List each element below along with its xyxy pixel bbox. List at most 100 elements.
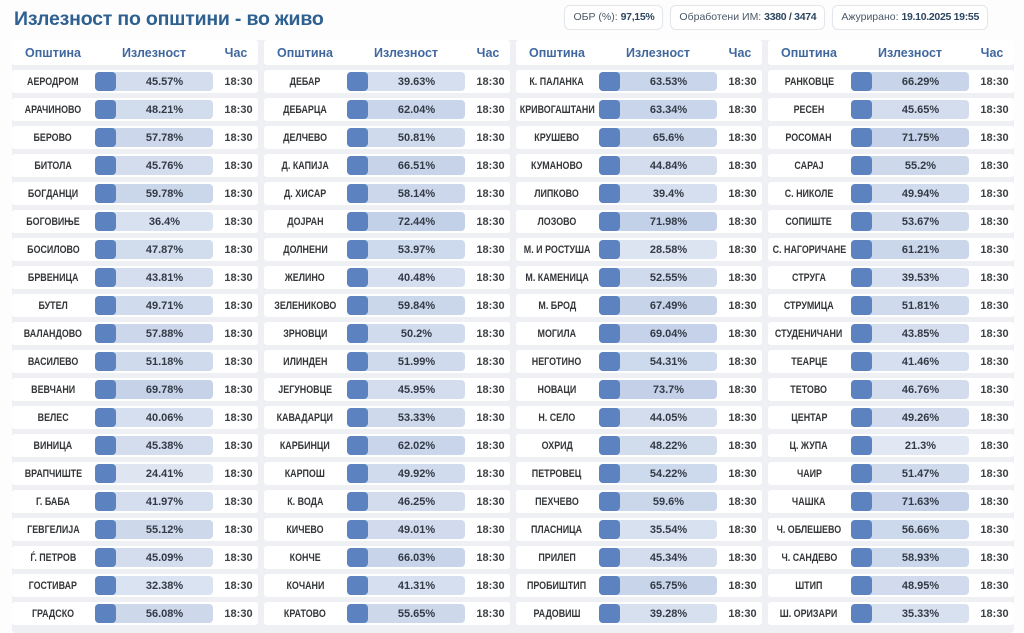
turnout-bar-cell: 58.14% [346,184,466,203]
municipality-name: Ч. САНДЕВО [781,551,837,564]
turnout-value: 28.58% [649,243,688,256]
turnout-bar-cap [851,128,872,147]
report-time: 18:30 [980,299,1009,312]
report-time: 18:30 [224,411,253,424]
turnout-value: 21.3% [904,439,937,452]
report-time: 18:30 [980,215,1009,228]
table-row: М. И РОСТУША 28.58% 18:30 [516,238,762,261]
turnout-bar-cell: 58.93% [850,548,970,567]
report-time: 18:30 [476,159,505,172]
turnout-bar-cap [851,100,872,119]
turnout-value: 61.21% [901,243,940,256]
turnout-bar-cell: 43.81% [94,268,214,287]
turnout-value: 48.95% [901,579,940,592]
municipality-name: БОГОВИЊЕ [26,215,80,228]
turnout-bar-cell: 24.41% [94,464,214,483]
turnout-value: 54.22% [649,467,688,480]
municipality-name: КАРПОШ [284,467,326,480]
table-row: АРАЧИНОВО 48.21% 18:30 [12,98,258,121]
table-row: РЕСЕН 45.65% 18:30 [768,98,1014,121]
table-row: ПРИЛЕП 45.34% 18:30 [516,546,762,569]
municipality-name: ПЕТРОВЕЦ [532,467,582,480]
report-time: 18:30 [224,131,253,144]
turnout-bar-cap [599,128,620,147]
municipality-name: БОСИЛОВО [26,243,80,256]
turnout-bar-cap [347,268,368,287]
municipality-name: ДЕЛЧЕВО [283,131,327,144]
report-time: 18:30 [728,159,757,172]
turnout-bar-cell: 67.49% [598,296,718,315]
table-row: ШТИП 48.95% 18:30 [768,574,1014,597]
turnout-value: 39.53% [901,271,940,284]
turnout-value: 45.34% [649,551,688,564]
turnout-value: 41.46% [901,355,940,368]
turnout-bar-cap [95,72,116,91]
header-municipality: Општина [529,45,585,60]
turnout-bar-cap [95,324,116,343]
municipality-name: М. КАМЕНИЦА [525,271,589,284]
table-row: НОВАЦИ 73.7% 18:30 [516,378,762,401]
turnout-bar-cap [599,240,620,259]
turnout-bar-cell: 44.84% [598,156,718,175]
turnout-progress-bar: 67.49% [599,296,717,315]
turnout-bar-cap [347,128,368,147]
report-time: 18:30 [224,383,253,396]
turnout-value: 71.98% [649,215,688,228]
turnout-value: 35.54% [649,523,688,536]
turnout-value: 49.26% [901,411,940,424]
turnout-bar-cap [95,128,116,147]
municipality-name: КРИВОГАШТАНИ [519,103,595,116]
turnout-progress-bar: 44.84% [599,156,717,175]
municipality-name: КИЧЕВО [286,523,324,536]
table-row: КОНЧЕ 66.03% 18:30 [264,546,510,569]
turnout-progress-bar: 59.6% [599,492,717,511]
turnout-bar-cell: 59.6% [598,492,718,511]
turnout-bar-cap [599,268,620,287]
turnout-progress-bar: 45.95% [347,380,465,399]
turnout-progress-bar: 45.38% [95,436,213,455]
turnout-bar-cap [851,240,872,259]
report-time: 18:30 [224,551,253,564]
report-time: 18:30 [224,439,253,452]
municipality-name: БОГДАНЦИ [27,187,79,200]
table-row: НЕГОТИНО 54.31% 18:30 [516,350,762,373]
turnout-bar-cap [599,548,620,567]
municipality-name: НОВАЦИ [537,383,577,396]
turnout-value: 49.71% [145,299,184,312]
municipality-name: ГРАДСКО [31,607,75,620]
turnout-progress-bar: 39.53% [851,268,969,287]
turnout-bar-cap [599,436,620,455]
municipality-name: САРАЈ [794,159,824,172]
municipality-name: ВИНИЦА [33,439,73,452]
turnout-bar-cap [95,100,116,119]
turnout-progress-bar: 21.3% [851,436,969,455]
municipality-name: К. ВОДА [286,495,324,508]
turnout-progress-bar: 52.55% [599,268,717,287]
turnout-value: 51.47% [901,467,940,480]
turnout-bar-cap [851,408,872,427]
turnout-progress-bar: 69.78% [95,380,213,399]
turnout-progress-bar: 24.41% [95,464,213,483]
turnout-bar-cap [851,184,872,203]
turnout-progress-bar: 53.67% [851,212,969,231]
header-time: Час [728,45,752,60]
turnout-progress-bar: 47.87% [95,240,213,259]
turnout-bar-cell: 57.78% [94,128,214,147]
table-row: ТЕТОВО 46.76% 18:30 [768,378,1014,401]
municipality-name: ЗРНОВЦИ [282,327,328,340]
turnout-progress-bar: 45.57% [95,72,213,91]
turnout-progress-bar: 50.81% [347,128,465,147]
turnout-bar-cap [851,268,872,287]
report-time: 18:30 [728,439,757,452]
turnout-value: 51.18% [145,355,184,368]
report-time: 18:30 [980,439,1009,452]
municipality-name: ДЕБАР [289,75,321,88]
turnout-value: 48.21% [145,103,184,116]
report-time: 18:30 [224,271,253,284]
municipality-name: КОНЧЕ [289,551,321,564]
turnout-progress-bar: 40.48% [347,268,465,287]
turnout-progress-bar: 56.08% [95,604,213,623]
municipality-name: БУТЕЛ [38,299,68,312]
turnout-bar-cell: 55.12% [94,520,214,539]
table-row: САРАЈ 55.2% 18:30 [768,154,1014,177]
